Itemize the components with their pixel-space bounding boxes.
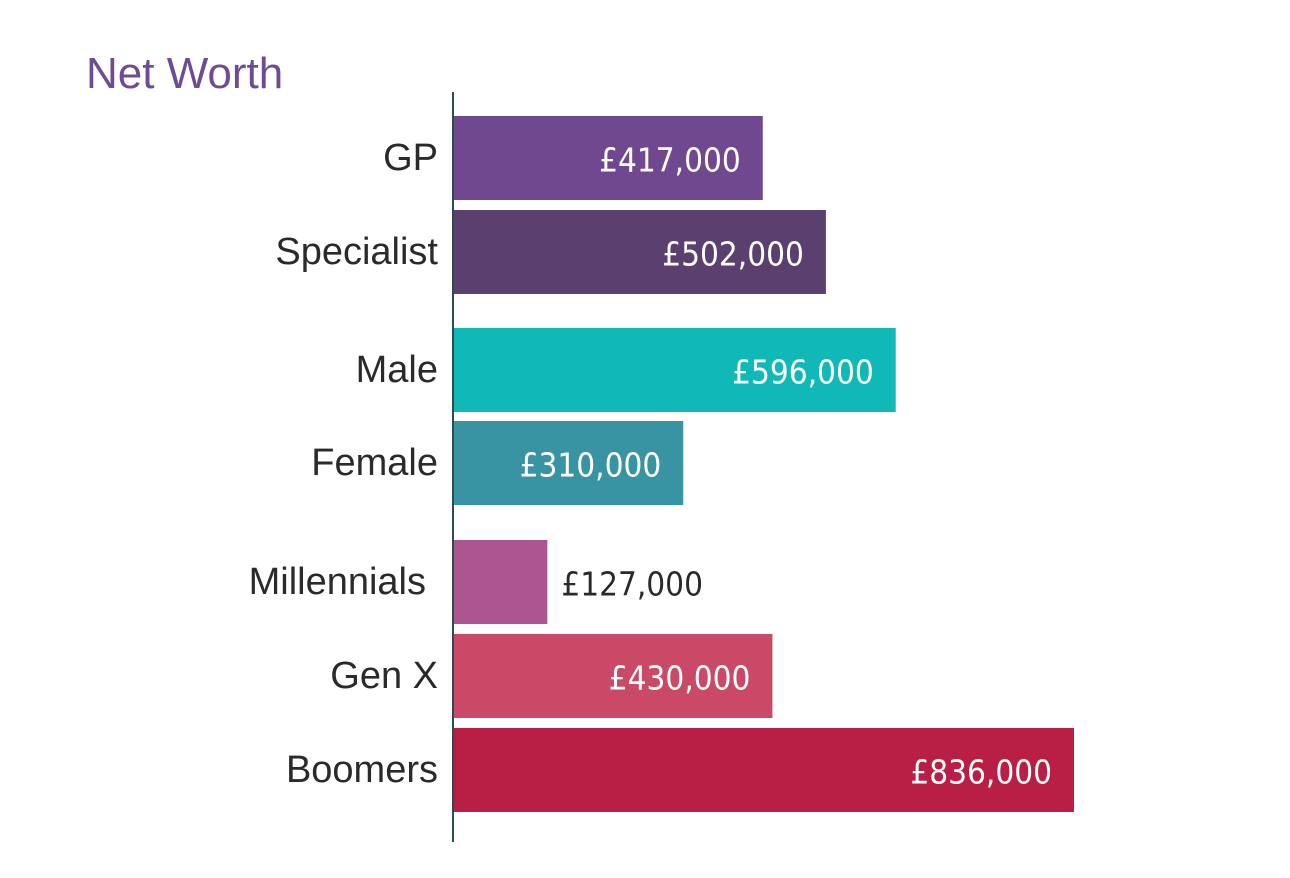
category-label-millennials: Millennials — [249, 561, 426, 603]
value-label-gen-x: £430,000 — [609, 659, 751, 698]
value-label-gp: £417,000 — [599, 141, 741, 180]
bar-gen-x — [453, 634, 773, 718]
bar-millennials — [453, 540, 548, 624]
category-label-gp: GP — [383, 137, 438, 179]
value-label-millennials: £127,000 — [561, 565, 703, 604]
bars-layer: GP £417,000 Specialist £502,000 Male £596,000… — [249, 116, 1074, 812]
category-label-female: Female — [311, 442, 438, 484]
bar-gp — [453, 116, 763, 200]
bar-boomers — [453, 728, 1074, 812]
category-label-gen-x: Gen X — [330, 655, 438, 697]
bar-female — [453, 421, 684, 505]
chart-title: Net Worth — [86, 49, 284, 98]
category-label-male: Male — [356, 349, 438, 391]
value-label-specialist: £502,000 — [662, 235, 804, 274]
value-label-female: £310,000 — [520, 446, 662, 485]
value-label-boomers: £836,000 — [910, 753, 1052, 792]
bar-specialist — [453, 210, 826, 294]
value-label-male: £596,000 — [732, 353, 874, 392]
bar-male — [453, 328, 896, 412]
category-label-boomers: Boomers — [286, 749, 438, 791]
category-label-specialist: Specialist — [275, 231, 438, 273]
